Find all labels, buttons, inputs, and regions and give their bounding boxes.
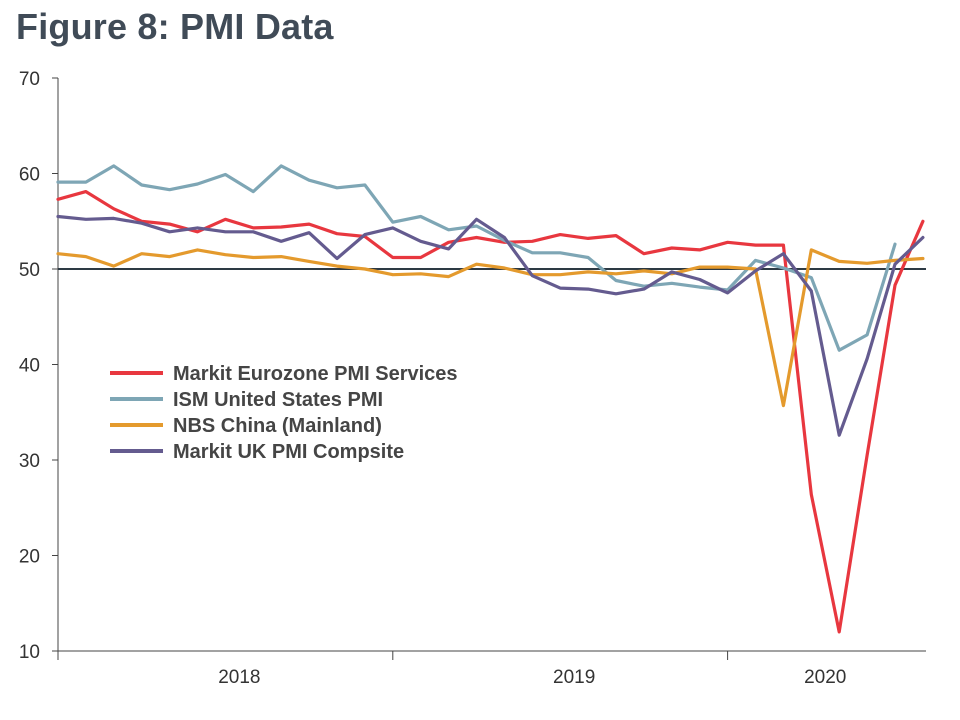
- legend-label: ISM United States PMI: [173, 389, 383, 411]
- y-tick-label: 70: [19, 69, 40, 90]
- y-tick-label: 30: [19, 451, 40, 472]
- x-tick-label: 2019: [553, 667, 595, 688]
- legend-label: Markit UK PMI Compsite: [173, 441, 404, 463]
- x-tick-label: 2020: [804, 667, 846, 688]
- legend-label: NBS China (Mainland): [173, 415, 382, 437]
- chart-title: Figure 8: PMI Data: [16, 6, 334, 47]
- y-tick-label: 40: [19, 356, 40, 377]
- series-line-3: [56, 248, 925, 408]
- y-tick-label: 20: [19, 547, 40, 568]
- series-line-4: [56, 214, 925, 437]
- legend-label: Markit Eurozone PMI Services: [173, 363, 458, 385]
- y-tick-label: 60: [19, 165, 40, 186]
- series-line-2: [56, 164, 897, 352]
- y-tick-label: 50: [19, 260, 40, 281]
- x-tick-label: 2018: [218, 667, 260, 688]
- series-line-1: [56, 190, 925, 634]
- y-tick-label: 10: [19, 642, 40, 663]
